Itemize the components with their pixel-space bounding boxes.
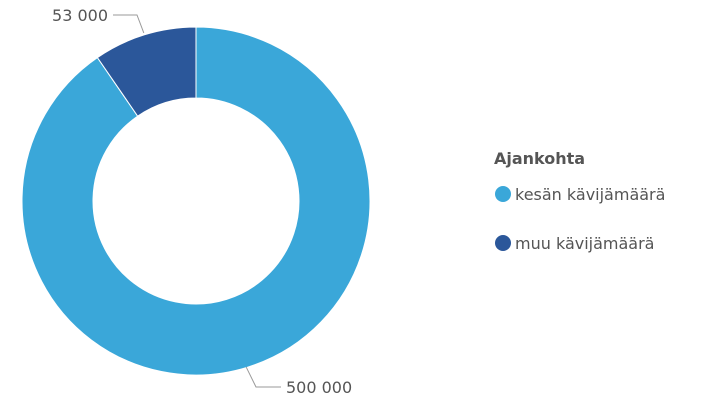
legend: Ajankohta kesän kävijämäärä muu kävijämä…	[494, 149, 665, 253]
leader-line-kesan	[245, 366, 281, 388]
data-labels-group: 500 000 53 000	[52, 6, 352, 397]
legend-swatch-kesan	[495, 186, 511, 202]
leader-line-muu	[113, 14, 145, 34]
legend-swatch-muu	[495, 235, 511, 251]
data-label-muu: 53 000	[52, 6, 108, 25]
legend-item-kesan[interactable]: kesän kävijämäärä	[495, 185, 665, 204]
data-label-kesan: 500 000	[286, 378, 352, 397]
legend-label-kesan: kesän kävijämäärä	[515, 185, 665, 204]
legend-title: Ajankohta	[494, 149, 585, 168]
slice-kesan[interactable]	[21, 26, 371, 376]
slices-group	[21, 26, 371, 376]
legend-item-muu[interactable]: muu kävijämäärä	[495, 234, 654, 253]
legend-label-muu: muu kävijämäärä	[515, 234, 654, 253]
slice-muu[interactable]	[96, 26, 197, 117]
